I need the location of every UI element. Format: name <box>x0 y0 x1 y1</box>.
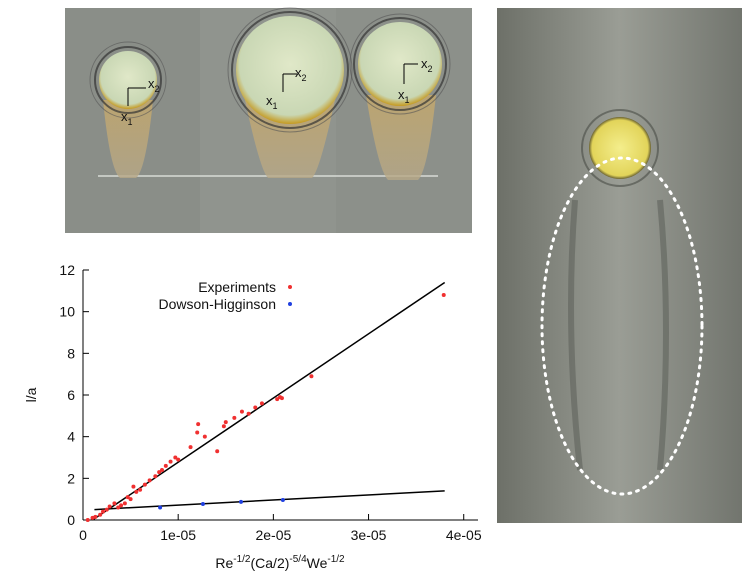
x-axis-label: Re-1/2(Ca/2)-5/4We-1/2 <box>215 554 345 571</box>
point <box>275 397 280 402</box>
point <box>125 495 130 500</box>
point <box>158 505 163 510</box>
point <box>196 422 201 427</box>
y-tick-label: 4 <box>67 429 75 445</box>
point <box>142 482 147 487</box>
point <box>176 457 181 462</box>
point <box>116 505 121 510</box>
point <box>98 512 103 517</box>
point <box>195 430 200 435</box>
legend-marker <box>288 302 292 306</box>
point <box>188 445 193 450</box>
point <box>153 474 158 479</box>
point <box>112 501 117 506</box>
x-tick-label: 4e-05 <box>446 527 482 543</box>
point <box>147 478 152 483</box>
photo-right <box>497 8 742 523</box>
photo-label: x2 <box>148 76 160 94</box>
point <box>221 424 226 429</box>
point <box>93 514 98 519</box>
y-tick-label: 8 <box>67 345 75 361</box>
y-tick-label: 12 <box>59 262 75 278</box>
y-tick-label: 6 <box>67 387 75 403</box>
point <box>202 434 207 439</box>
point <box>253 405 258 410</box>
point <box>168 459 173 464</box>
photo-top: x2 x1 x2 x1 x2 x1 <box>65 7 472 233</box>
point <box>223 420 228 425</box>
point <box>122 501 127 506</box>
legend-label: Dowson-Higginson <box>158 296 276 312</box>
point <box>309 374 314 379</box>
y-tick-label: 2 <box>67 470 75 486</box>
point <box>279 396 284 401</box>
point <box>259 401 264 406</box>
x-tick-label: 1e-05 <box>160 527 196 543</box>
point <box>239 409 244 414</box>
chart: Re-1/2(Ca/2)-5/4We-1/2 l/a 0 2 4 6 8 10 12 0 1e-… <box>23 262 482 571</box>
point <box>200 501 205 506</box>
y-tick-label: 0 <box>67 512 75 528</box>
point <box>134 489 139 494</box>
fit-line <box>94 490 445 511</box>
point <box>104 507 109 512</box>
point <box>246 411 251 416</box>
y-tick-label: 10 <box>59 304 75 320</box>
legend-marker <box>288 285 292 289</box>
point <box>239 499 243 504</box>
point <box>215 449 220 454</box>
photo-label: x1 <box>398 87 410 105</box>
point <box>138 487 143 492</box>
point <box>441 293 446 297</box>
photo-label: x1 <box>121 109 133 127</box>
point <box>131 484 136 489</box>
legend-label: Experiments <box>198 279 276 295</box>
photo-label: x1 <box>266 93 278 111</box>
point <box>160 468 164 472</box>
photo-label: x2 <box>421 56 433 74</box>
point <box>128 497 133 502</box>
point <box>232 415 237 420</box>
y-axis-label: l/a <box>23 387 39 402</box>
point <box>280 498 285 502</box>
x-tick-label: 3e-05 <box>351 527 387 543</box>
point <box>173 455 178 460</box>
point <box>100 509 105 514</box>
point <box>157 470 162 475</box>
photo-label: x2 <box>295 65 307 83</box>
x-tick-label: 2e-05 <box>255 527 291 543</box>
point <box>163 463 168 468</box>
point <box>119 503 124 508</box>
point <box>107 504 112 509</box>
x-tick-label: 0 <box>79 527 87 543</box>
point <box>85 518 90 522</box>
